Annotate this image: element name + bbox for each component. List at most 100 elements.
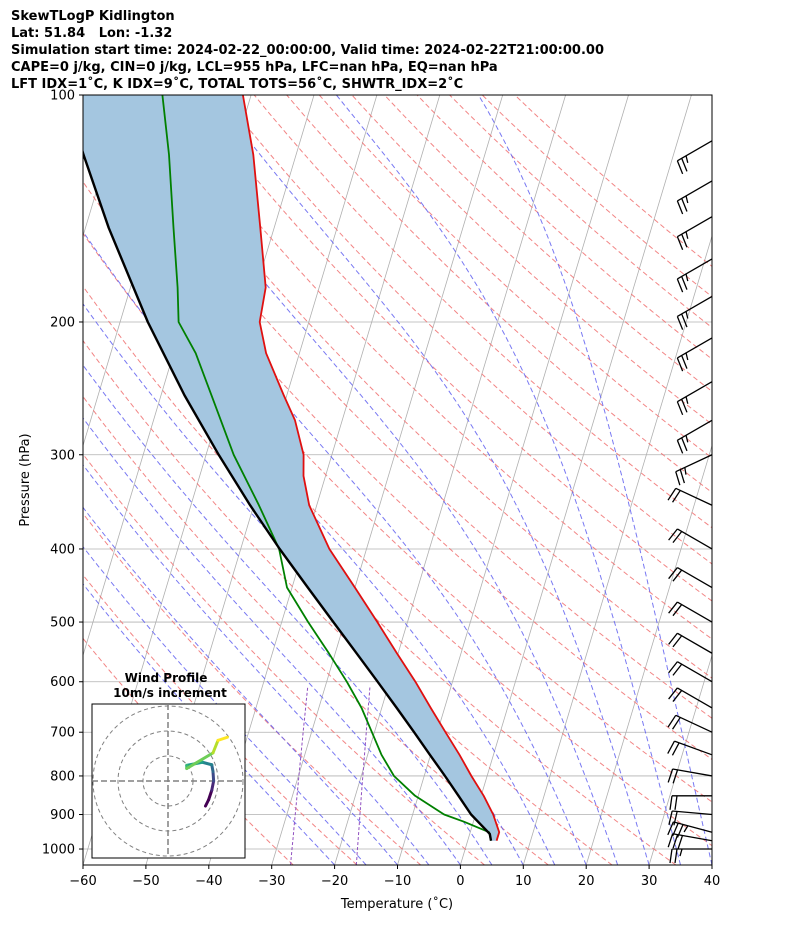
hodograph-segment [211,770,216,783]
barb-staff [677,528,713,550]
x-tick-label: 10 [515,874,532,889]
wind-barb [676,258,713,293]
barb-flag [672,834,679,849]
wind-barb [676,381,713,416]
barb-flag [672,490,681,503]
isotherm-line [460,95,692,865]
x-tick-label: −30 [258,874,285,889]
dry-adiabat [253,95,712,529]
time-line: Simulation start time: 2024-02-22_00:00:… [11,43,604,58]
barb-staff [677,140,713,162]
hodograph: Wind Profile 10m/s increment [91,671,246,859]
x-tick-label: −60 [69,874,96,889]
barb-flag [672,822,679,837]
barb-flag [681,158,688,172]
dry-adiabat [83,339,613,865]
barb-flag [669,848,673,864]
barb-flag [676,160,684,175]
isotherm-line [208,95,441,865]
barb-flag [671,742,680,756]
barb-flag [674,795,678,810]
barb-flag [672,569,683,582]
barb-staff [674,740,713,756]
temperature-line [242,95,501,841]
wind-barb [668,601,713,623]
barb-flag [677,835,684,850]
chart-title-line: SkewTLogP Kidlington [11,9,175,24]
chart-header: SkewTLogP Kidlington Lat: 51.84 Lon: -1.… [11,8,604,93]
profile-layer [83,95,501,841]
barb-staff [675,714,713,733]
wind-barb [668,661,713,683]
wind-barb [668,810,713,826]
barb-flag [672,690,683,702]
x-tick-label: −50 [132,874,159,889]
x-tick-label: 0 [456,874,464,889]
x-tick-label: −20 [321,874,348,889]
barb-staff [677,180,713,202]
wind-barb [676,295,713,330]
barb-staff [677,381,713,403]
barb-staff [672,810,713,816]
barb-flag [685,273,689,282]
x-axis-label: Temperature (˚C) [340,896,453,912]
barb-flag [676,824,684,838]
barb-staff [677,687,713,709]
barb-flag [667,833,674,848]
y-axis-label: Pressure (hPa) [18,433,33,526]
barb-staff [677,601,713,623]
barb-flag [679,469,686,484]
barb-flag [672,604,683,617]
barb-flag [675,471,681,486]
moist-adiabat [478,95,712,865]
barb-flag [685,435,689,443]
x-tick-label: −10 [384,874,411,889]
barb-staff [677,258,713,280]
barb-flag [674,848,678,864]
dry-adiabat [514,95,712,268]
barb-flag [667,487,677,501]
barb-staff [677,337,713,359]
dry-adiabat [384,95,712,392]
x-tick-label: 20 [578,874,595,889]
barb-flag [668,528,678,541]
barb-staff [677,216,713,238]
barb-staff [677,419,713,441]
barb-flag [681,313,688,328]
dry-adiabat [188,95,712,602]
hodograph-segment [216,735,229,742]
barb-flag [681,398,688,413]
barb-flag [668,687,678,700]
barb-flag [685,231,689,239]
x-tick-label: 30 [641,874,658,889]
barb-flag [667,768,674,783]
wind-barb [676,180,713,215]
moist-adiabat [213,95,650,865]
hodograph-subtitle: 10m/s increment [113,686,227,700]
dry-adiabat [449,95,712,329]
barb-flag [685,352,689,361]
y-tick-label: 400 [50,542,75,557]
moist-adiabat [83,303,524,865]
location-line: Lat: 51.84 Lon: -1.32 [11,26,173,41]
y-tick-label: 300 [50,448,75,463]
wind-barbs [667,140,713,864]
wind-barb [667,768,713,784]
moist-adiabat [83,364,493,865]
dry-adiabat [83,285,677,865]
wind-barb [676,419,713,454]
barb-flag [672,635,683,648]
barb-flag [672,531,683,543]
y-tick-label: 600 [50,675,75,690]
parcel-line [83,148,493,841]
x-tick-label: −40 [195,874,222,889]
barb-flag [676,278,684,293]
barb-flag [681,437,688,452]
isotherm-line [522,234,712,865]
indices-line-2: LFT IDX=1˚C, K IDX=9˚C, TOTAL TOTS=56˚C,… [11,77,464,92]
y-tick-label: 700 [50,726,75,741]
barb-flag [684,467,687,475]
barb-flag [681,198,688,212]
barb-staff [675,487,713,506]
